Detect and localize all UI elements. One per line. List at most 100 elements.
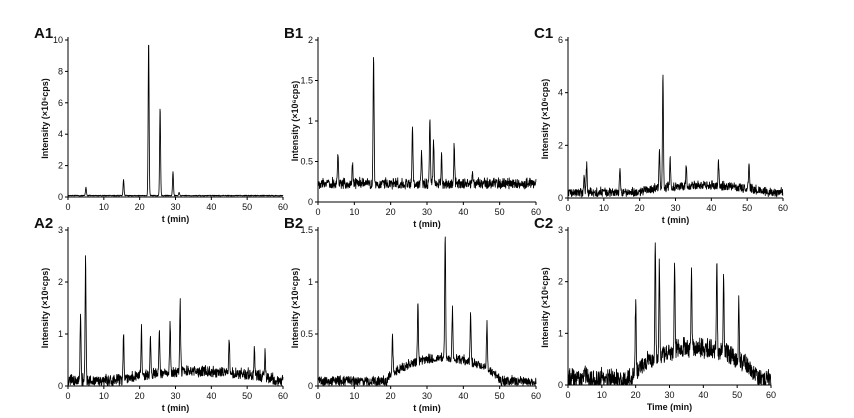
x-tick-label-a1: 60 — [278, 202, 288, 212]
x-tick-label-a1: 30 — [170, 202, 180, 212]
x-tick-label-c2: 60 — [766, 390, 776, 400]
y-tick-label-a1: 8 — [58, 66, 63, 76]
x-tick-label-c1: 0 — [565, 203, 570, 213]
x-tick-label-c1: 10 — [599, 203, 609, 213]
series-trace-a2 — [67, 255, 284, 387]
x-tick-label-a1: 20 — [135, 202, 145, 212]
y-axis-title-c2: Intensity (×10⁶cps) — [540, 267, 550, 347]
x-tick-label-b1: 60 — [531, 207, 541, 217]
panel-label-b2: B2 — [284, 215, 303, 232]
x-tick-label-b2: 60 — [531, 391, 541, 401]
series-trace-a1 — [67, 44, 284, 197]
y-tick-label-a2: 0 — [58, 381, 63, 391]
panel-c1: C1 0 10 20 30 40 50 60 0 2 4 6 t (min) Intensity (×10… — [534, 25, 788, 225]
y-tick-label-b2: 0.5 — [300, 329, 313, 339]
x-tick-label-c1: 50 — [742, 203, 752, 213]
series-trace-b2 — [317, 236, 537, 387]
y-tick-label-b1: 1.5 — [300, 76, 313, 86]
x-tick-label-c2: 10 — [597, 390, 607, 400]
y-tick-label-c2: 3 — [558, 225, 563, 235]
x-tick-label-b1: 0 — [315, 207, 320, 217]
x-tick-label-a2: 50 — [242, 391, 252, 401]
y-tick-label-c2: 0 — [558, 380, 563, 390]
x-tick-label-b2: 0 — [315, 391, 320, 401]
y-tick-label-b1: 2 — [308, 35, 313, 45]
y-tick-label-b2: 1.5 — [300, 225, 313, 235]
x-tick-label-a2: 10 — [99, 391, 109, 401]
x-tick-label-c2: 50 — [732, 390, 742, 400]
y-tick-label-c1: 0 — [558, 193, 563, 203]
x-tick-label-a2: 20 — [135, 391, 145, 401]
x-axis-title-c2: Time (min) — [647, 402, 692, 412]
series-trace-b1 — [317, 56, 537, 190]
x-tick-label-a2: 40 — [206, 391, 216, 401]
y-tick-label-a1: 4 — [58, 129, 63, 139]
panel-a2: A2 0 10 20 30 40 50 60 0 1 2 3 t (min) Intensity (×10… — [34, 215, 288, 413]
series-trace-c2 — [567, 242, 772, 386]
x-axis-title-a1: t (min) — [162, 214, 190, 224]
x-tick-label-b2: 30 — [422, 391, 432, 401]
x-tick-label-a1: 40 — [206, 202, 216, 212]
y-axis-title-b2: Intensity (×10⁶cps) — [290, 268, 300, 348]
x-tick-label-a1: 0 — [65, 202, 70, 212]
panel-b2: B2 0 10 20 30 40 50 60 0 0.5 1 1.5 t (min) Intensity … — [284, 215, 541, 413]
y-tick-label-b1: 0 — [308, 197, 313, 207]
panel-label-b1: B1 — [284, 25, 303, 42]
x-tick-label-b2: 40 — [458, 391, 468, 401]
x-tick-label-b1: 30 — [422, 207, 432, 217]
panel-label-c2: C2 — [534, 215, 553, 232]
y-tick-label-a1: 6 — [58, 98, 63, 108]
panel-b1: B1 0 10 20 30 40 50 60 0 0.5 1 1.5 2 t (min) Intensity… — [284, 25, 541, 229]
x-tick-label-b1: 20 — [386, 207, 396, 217]
y-tick-label-a2: 1 — [58, 329, 63, 339]
y-axis-title-c1: Intensity (×10⁶cps) — [540, 79, 550, 159]
y-tick-label-c1: 4 — [558, 88, 563, 98]
x-tick-label-c2: 40 — [698, 390, 708, 400]
x-tick-label-b2: 10 — [349, 391, 359, 401]
y-tick-label-a1: 0 — [58, 192, 63, 202]
panel-a1: A1 0 10 20 30 40 50 60 0 2 4 6 8 10 t (min) Intensity (… — [34, 25, 288, 224]
x-axis-title-a2: t (min) — [162, 403, 190, 413]
panel-c2: C2 0 10 20 30 40 50 60 0 1 2 3 Time (min) Intensity (… — [534, 215, 776, 412]
x-tick-label-c2: 30 — [664, 390, 674, 400]
y-axis-title-b1: Intensity (×10⁶cps) — [290, 81, 300, 161]
panel-label-a1: A1 — [34, 25, 53, 42]
panel-label-a2: A2 — [34, 215, 53, 232]
y-tick-label-b2: 0 — [308, 381, 313, 391]
x-axis-title-b2: t (min) — [413, 403, 441, 413]
y-tick-label-a1: 2 — [58, 161, 63, 171]
x-tick-label-b1: 10 — [349, 207, 359, 217]
x-tick-label-c1: 30 — [670, 203, 680, 213]
y-tick-label-b2: 1 — [308, 277, 313, 287]
x-tick-label-c1: 40 — [706, 203, 716, 213]
y-tick-label-c2: 2 — [558, 277, 563, 287]
y-axis-title-a1: Intensity (×10⁶cps) — [40, 78, 50, 158]
x-tick-label-a2: 60 — [278, 391, 288, 401]
y-tick-label-b1: 0.5 — [300, 157, 313, 167]
y-tick-label-a2: 3 — [58, 225, 63, 235]
y-tick-label-c1: 2 — [558, 140, 563, 150]
x-tick-label-b1: 40 — [458, 207, 468, 217]
y-tick-label-b1: 1 — [308, 116, 313, 126]
x-axis-title-c1: t (min) — [662, 215, 690, 225]
x-tick-label-b2: 20 — [386, 391, 396, 401]
x-tick-label-b1: 50 — [495, 207, 505, 217]
y-axis-title-a2: Intensity (×10⁶cps) — [40, 268, 50, 348]
x-tick-label-c2: 0 — [565, 390, 570, 400]
x-tick-label-a2: 30 — [170, 391, 180, 401]
x-tick-label-c2: 20 — [631, 390, 641, 400]
x-tick-label-c1: 20 — [635, 203, 645, 213]
x-tick-label-c1: 60 — [778, 203, 788, 213]
x-tick-label-a1: 10 — [99, 202, 109, 212]
x-tick-label-a2: 0 — [65, 391, 70, 401]
x-tick-label-b2: 50 — [495, 391, 505, 401]
series-trace-c1 — [567, 74, 784, 198]
y-tick-label-a1: 10 — [53, 35, 63, 45]
panel-label-c1: C1 — [534, 25, 553, 42]
y-tick-label-c2: 1 — [558, 328, 563, 338]
y-tick-label-c1: 6 — [558, 35, 563, 45]
x-axis-title-b1: t (min) — [413, 219, 441, 229]
x-tick-label-a1: 50 — [242, 202, 252, 212]
y-tick-label-a2: 2 — [58, 277, 63, 287]
